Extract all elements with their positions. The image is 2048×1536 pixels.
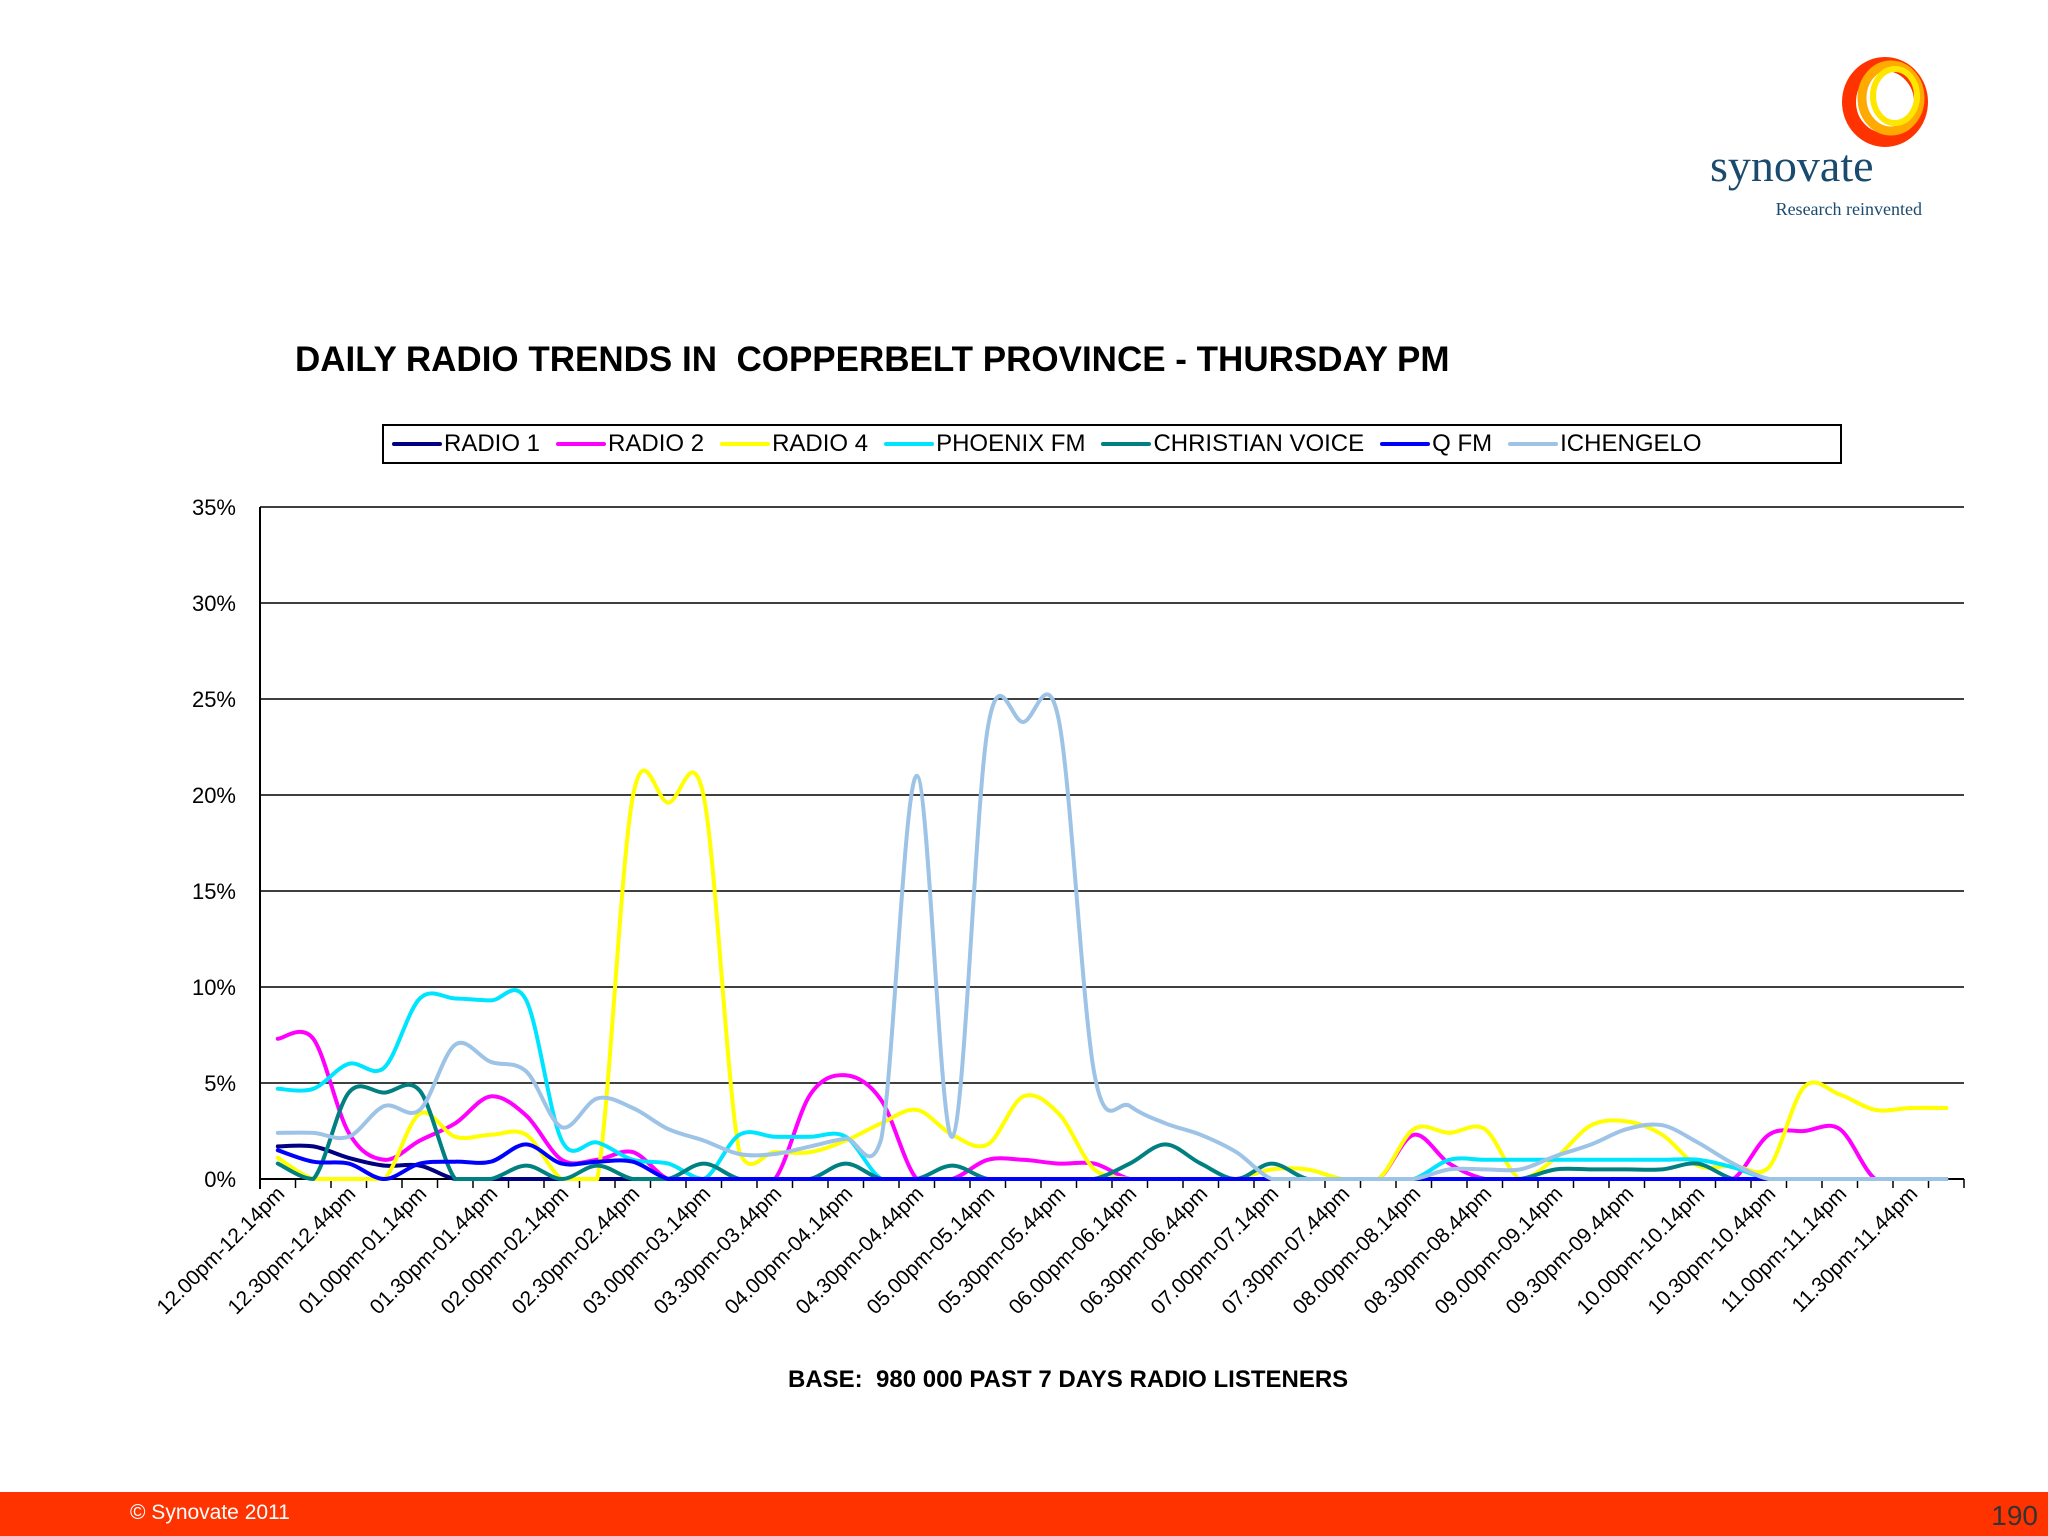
x-tick-label: 11.30pm-11.44pm: [1788, 1182, 1923, 1317]
x-tick-label: 06.30pm-06.44pm: [1075, 1182, 1212, 1319]
series-line-christian-voice: [275, 1082, 1949, 1181]
legend-label: RADIO 2: [608, 430, 705, 457]
series-line-radio-2: [275, 1029, 1949, 1181]
x-tick-label: 04.30pm-04.44pm: [791, 1182, 928, 1319]
legend-swatch: [884, 442, 935, 446]
x-tick-label: 02.30pm-02.44pm: [507, 1182, 644, 1319]
legend-label: CHRISTIAN VOICE: [1153, 430, 1365, 457]
legend-item-christian-voice: CHRISTIAN VOICE: [1101, 430, 1364, 458]
base-note: BASE: 980 000 PAST 7 DAYS RADIO LISTENER…: [788, 1366, 1349, 1393]
synovate-logo: synovate Research reinvented: [1710, 57, 1928, 219]
legend-swatch: [556, 442, 607, 446]
logo-tagline: Research reinvented: [1776, 199, 1922, 219]
legend-label: PHOENIX FM: [936, 430, 1086, 457]
logo-ring-icon: [1842, 57, 1928, 147]
x-tick-label: 05.00pm-05.14pm: [862, 1182, 999, 1319]
x-tick-label: 10.30pm-10.44pm: [1643, 1182, 1780, 1319]
page-number: 190: [1991, 1500, 2038, 1531]
x-tick-label: 10.00pm-10.14pm: [1572, 1182, 1709, 1319]
legend-swatch: [392, 442, 442, 446]
x-tick-label: 01.30pm-01.44pm: [365, 1182, 502, 1319]
x-tick-label: 03.00pm-03.14pm: [578, 1182, 715, 1319]
y-tick-label: 30%: [192, 591, 236, 616]
legend-item-radio-1: RADIO 1: [392, 430, 540, 458]
x-tick-label: 08.00pm-08.14pm: [1288, 1182, 1425, 1319]
x-tick-label: 07.30pm-07.44pm: [1217, 1182, 1354, 1319]
series-line-q-fm: [275, 1142, 1949, 1181]
logo-wordmark: synovate: [1710, 140, 1874, 191]
x-tick-label: 07.00pm-07.14pm: [1146, 1182, 1283, 1319]
legend-item-q-fm: Q FM: [1380, 430, 1492, 458]
legend-item-phoenix-fm: PHOENIX FM: [884, 430, 1085, 458]
legend-item-ichengelo: ICHENGELO: [1508, 430, 1702, 458]
line-chart: 0% 5% 10% 15% 20% 25% 30% 35% 12.00pm-12.14pm12.…: [152, 495, 1965, 1319]
y-tick-label: 5%: [204, 1071, 236, 1096]
legend-label: ICHENGELO: [1560, 430, 1702, 457]
series-line-phoenix-fm: [275, 988, 1949, 1181]
legend-item-radio-4: RADIO 4: [720, 430, 868, 458]
chart-title: DAILY RADIO TRENDS IN COPPERBELT PROVINC…: [295, 340, 1450, 379]
legend-label: Q FM: [1432, 430, 1493, 457]
legend-label: RADIO 1: [444, 430, 541, 457]
x-tick-label: 04.00pm-04.14pm: [720, 1182, 857, 1319]
x-tick-label: 11.00pm-11.14pm: [1717, 1182, 1852, 1317]
y-tick-label: 10%: [192, 975, 236, 1000]
y-tick-label: 15%: [192, 879, 236, 904]
legend-item-radio-2: RADIO 2: [556, 430, 704, 458]
chart-legend: RADIO 1 RADIO 2 RADIO 4 PHOENIX FM CHRISTIAN…: [382, 424, 1842, 464]
legend-swatch: [720, 442, 771, 446]
legend-swatch: [1101, 442, 1152, 446]
x-tick-label: 01.00pm-01.14pm: [294, 1182, 431, 1319]
y-tick-label: 25%: [192, 687, 236, 712]
x-tick-label: 09.00pm-09.14pm: [1430, 1182, 1567, 1319]
x-tick-label: 12.00pm-12.14pm: [152, 1182, 289, 1319]
x-tick-label: 06.00pm-06.14pm: [1004, 1182, 1141, 1319]
x-tick-label: 05.30pm-05.44pm: [933, 1182, 1070, 1319]
y-tick-label: 20%: [192, 783, 236, 808]
series-line-radio-4: [275, 768, 1949, 1181]
x-tick-label: 03.30pm-03.44pm: [649, 1182, 786, 1319]
copyright-text: © Synovate 2011: [130, 1501, 290, 1524]
x-tick-label: 08.30pm-08.44pm: [1359, 1182, 1496, 1319]
y-tick-label: 0%: [204, 1167, 236, 1192]
footer-bar: © Synovate 2011 190: [0, 1492, 2048, 1536]
series-line-ichengelo: [275, 692, 1949, 1181]
x-tick-label: 02.00pm-02.14pm: [436, 1182, 573, 1319]
x-tick-label: 12.30pm-12.44pm: [223, 1182, 360, 1319]
y-tick-label: 35%: [192, 495, 236, 520]
x-tick-label: 09.30pm-09.44pm: [1501, 1182, 1638, 1319]
legend-swatch: [1380, 442, 1431, 446]
legend-swatch: [1508, 442, 1559, 446]
legend-label: RADIO 4: [772, 430, 869, 457]
